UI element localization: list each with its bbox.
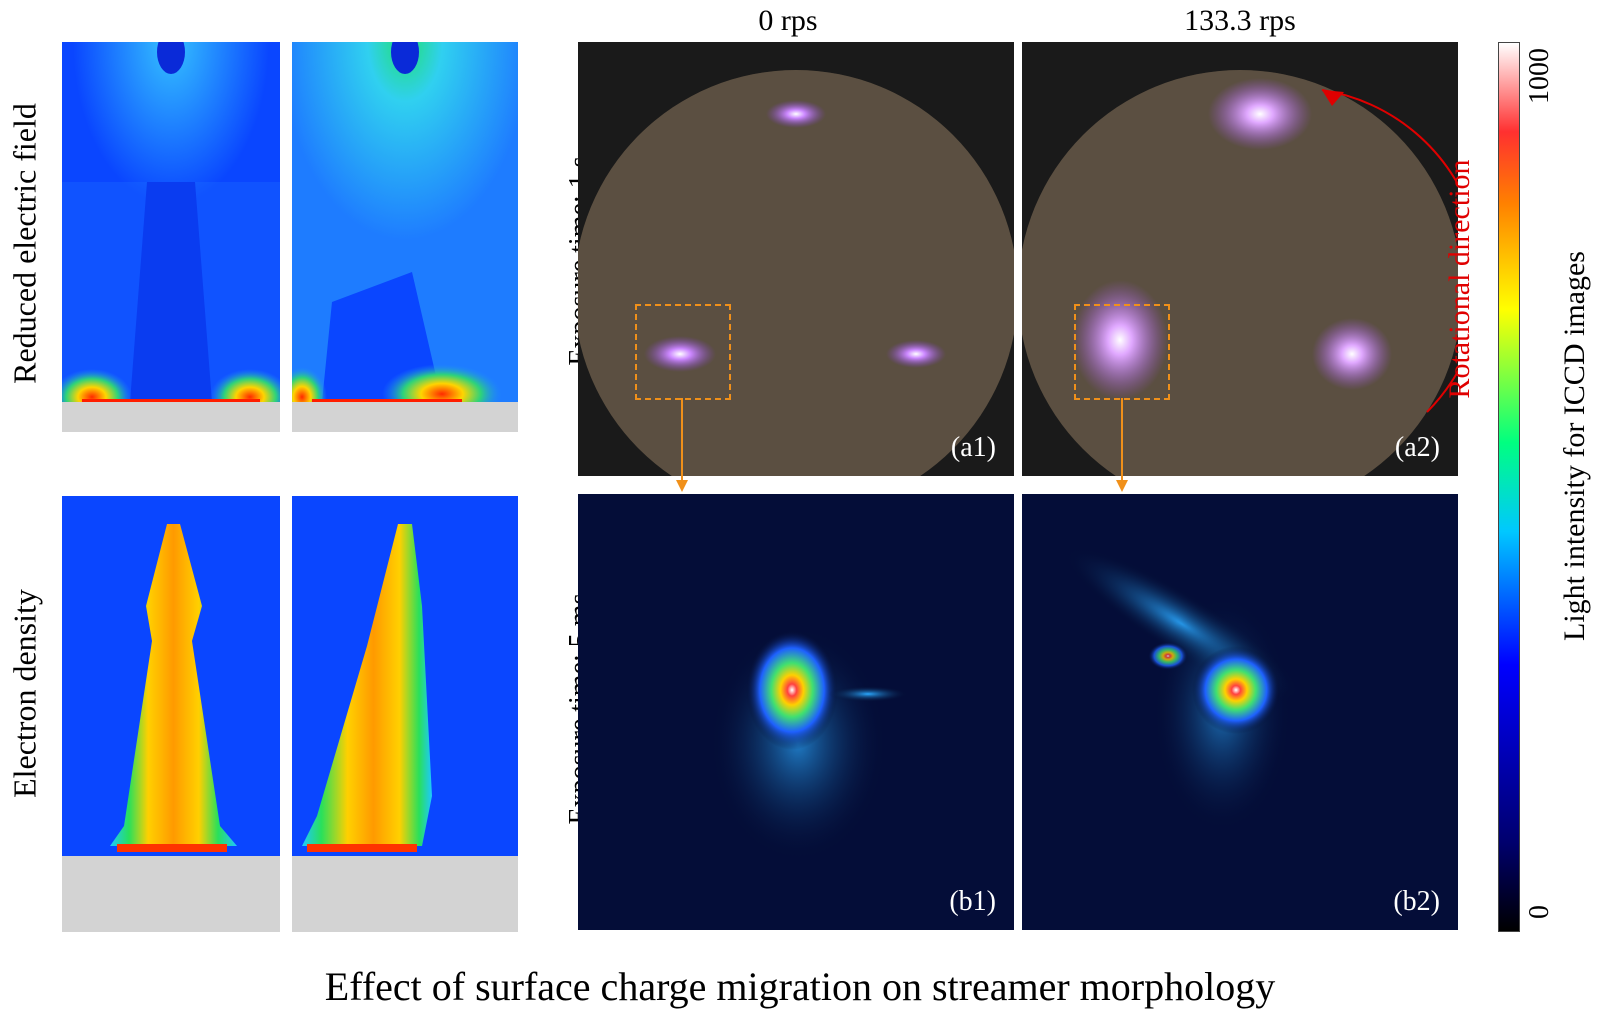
iccd-panel-b1: (b1) xyxy=(578,494,1014,930)
row-label-electron-density: Electron density xyxy=(6,589,43,798)
column-header-0rps: 0 rps xyxy=(758,4,818,37)
panel-tag-b1: (b1) xyxy=(949,886,996,917)
efield-panel-0rps xyxy=(62,42,280,432)
figure-caption: Effect of surface charge migration on st… xyxy=(324,964,1276,1009)
colorbar-min-label: 0 xyxy=(1524,905,1555,919)
colorbar xyxy=(1498,42,1520,932)
column-header-133rps: 133.3 rps xyxy=(1184,4,1296,37)
efield-panel-133rps xyxy=(292,42,518,432)
colorbar-max-label: 1000 xyxy=(1524,48,1555,104)
edensity-panel-133rps xyxy=(292,496,518,932)
connector-arrows xyxy=(676,398,1128,492)
iccd-panel-b2: (b2) xyxy=(1022,494,1458,930)
panel-tag-a2: (a2) xyxy=(1394,432,1440,463)
panel-tag-a1: (a1) xyxy=(950,432,996,463)
colorbar-title: Light intensity for ICCD images xyxy=(1558,251,1591,641)
photo-panel-a1: (a1) xyxy=(578,42,1014,476)
edensity-panel-0rps xyxy=(62,496,280,932)
panel-tag-b2: (b2) xyxy=(1393,886,1440,917)
photo-panel-a2: Rotational direction (a2) xyxy=(1022,42,1476,476)
